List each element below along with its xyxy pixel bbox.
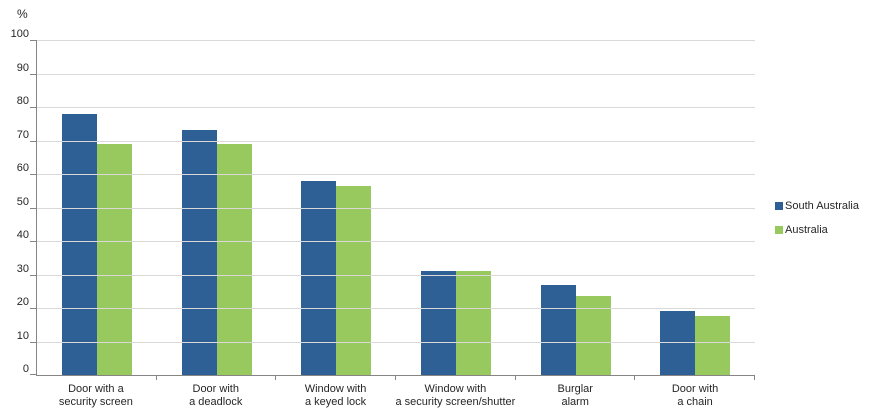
y-axis-label: 0 [22, 363, 29, 375]
legend-item: South Australia [775, 200, 859, 212]
gridline [37, 140, 755, 142]
legend-swatch [775, 226, 783, 234]
bar-group [157, 40, 277, 375]
y-axis-label: 80 [16, 95, 29, 107]
gridline [37, 341, 755, 343]
y-axis-label: 90 [16, 61, 29, 74]
y-axis-tick [30, 174, 37, 175]
gridline [37, 241, 755, 242]
y-axis-label: 10 [16, 329, 29, 342]
bar-south-australia [660, 311, 696, 375]
y-axis-tick [30, 241, 37, 242]
x-axis-tick [514, 375, 516, 380]
y-axis-label: 40 [16, 229, 29, 241]
y-axis-tick [30, 107, 37, 108]
y-axis-tick [30, 374, 37, 375]
y-axis-tick [30, 308, 37, 309]
bar-group [516, 40, 636, 375]
legend-item: Australia [775, 224, 859, 236]
y-axis-label: 70 [16, 128, 29, 141]
y-axis-title: % [17, 7, 28, 21]
bar-south-australia [181, 130, 217, 375]
bar-australia [96, 143, 132, 375]
gridline [37, 274, 755, 276]
bar-australia [216, 143, 252, 375]
bar-south-australia [540, 284, 576, 375]
category-label: Door with a deadlock [189, 383, 243, 408]
bar-australia [575, 296, 611, 375]
legend: South Australia Australia [775, 200, 859, 236]
gridline [37, 73, 755, 75]
bar-south-australia [420, 271, 456, 375]
x-axis-tick [155, 375, 157, 380]
x-axis-tick [634, 375, 636, 380]
bar-south-australia [301, 180, 337, 375]
bar-australia [695, 316, 731, 375]
category-label: Burglar alarm [557, 383, 593, 408]
gridline [37, 207, 755, 209]
bar-group [635, 40, 755, 375]
category-label: Door with a chain [671, 383, 719, 408]
x-axis-tick [395, 375, 396, 380]
y-axis-label: 30 [16, 262, 29, 275]
y-axis-tick [30, 274, 37, 276]
x-axis-tick [754, 375, 755, 380]
y-axis-label: 100 [10, 28, 29, 40]
y-axis-tick [30, 73, 37, 75]
gridline [37, 107, 755, 108]
legend-label: South Australia [785, 200, 859, 212]
y-axis-label: 20 [16, 296, 29, 308]
legend-label: Australia [785, 224, 828, 236]
y-axis-label: 50 [16, 195, 29, 208]
category-label: Window with a security screen/shutter [395, 383, 516, 408]
x-axis-tick [275, 375, 277, 380]
y-axis-tick [30, 207, 37, 209]
x-axis-labels: Door with a security screen Door with a d… [36, 377, 755, 409]
gridline [37, 174, 755, 175]
gridline [37, 40, 755, 41]
bar-group [396, 40, 516, 375]
category-label: Door with a security screen [58, 383, 133, 408]
legend-swatch [775, 202, 783, 210]
bar-australia [455, 271, 491, 375]
y-axis-tick [30, 140, 37, 142]
bar-groups [37, 40, 755, 375]
bar-south-australia [61, 113, 97, 375]
y-axis-label: 60 [16, 162, 29, 174]
gridline [37, 308, 755, 309]
category-label: Window with a keyed lock [304, 383, 367, 408]
bar-group [37, 40, 157, 375]
y-axis-tick [30, 341, 37, 343]
bar-australia [336, 185, 372, 375]
plot-area: 0 10 20 30 40 50 60 70 80 90 100 [11, 28, 755, 380]
y-axis-tick [30, 40, 37, 41]
bar-group [276, 40, 396, 375]
